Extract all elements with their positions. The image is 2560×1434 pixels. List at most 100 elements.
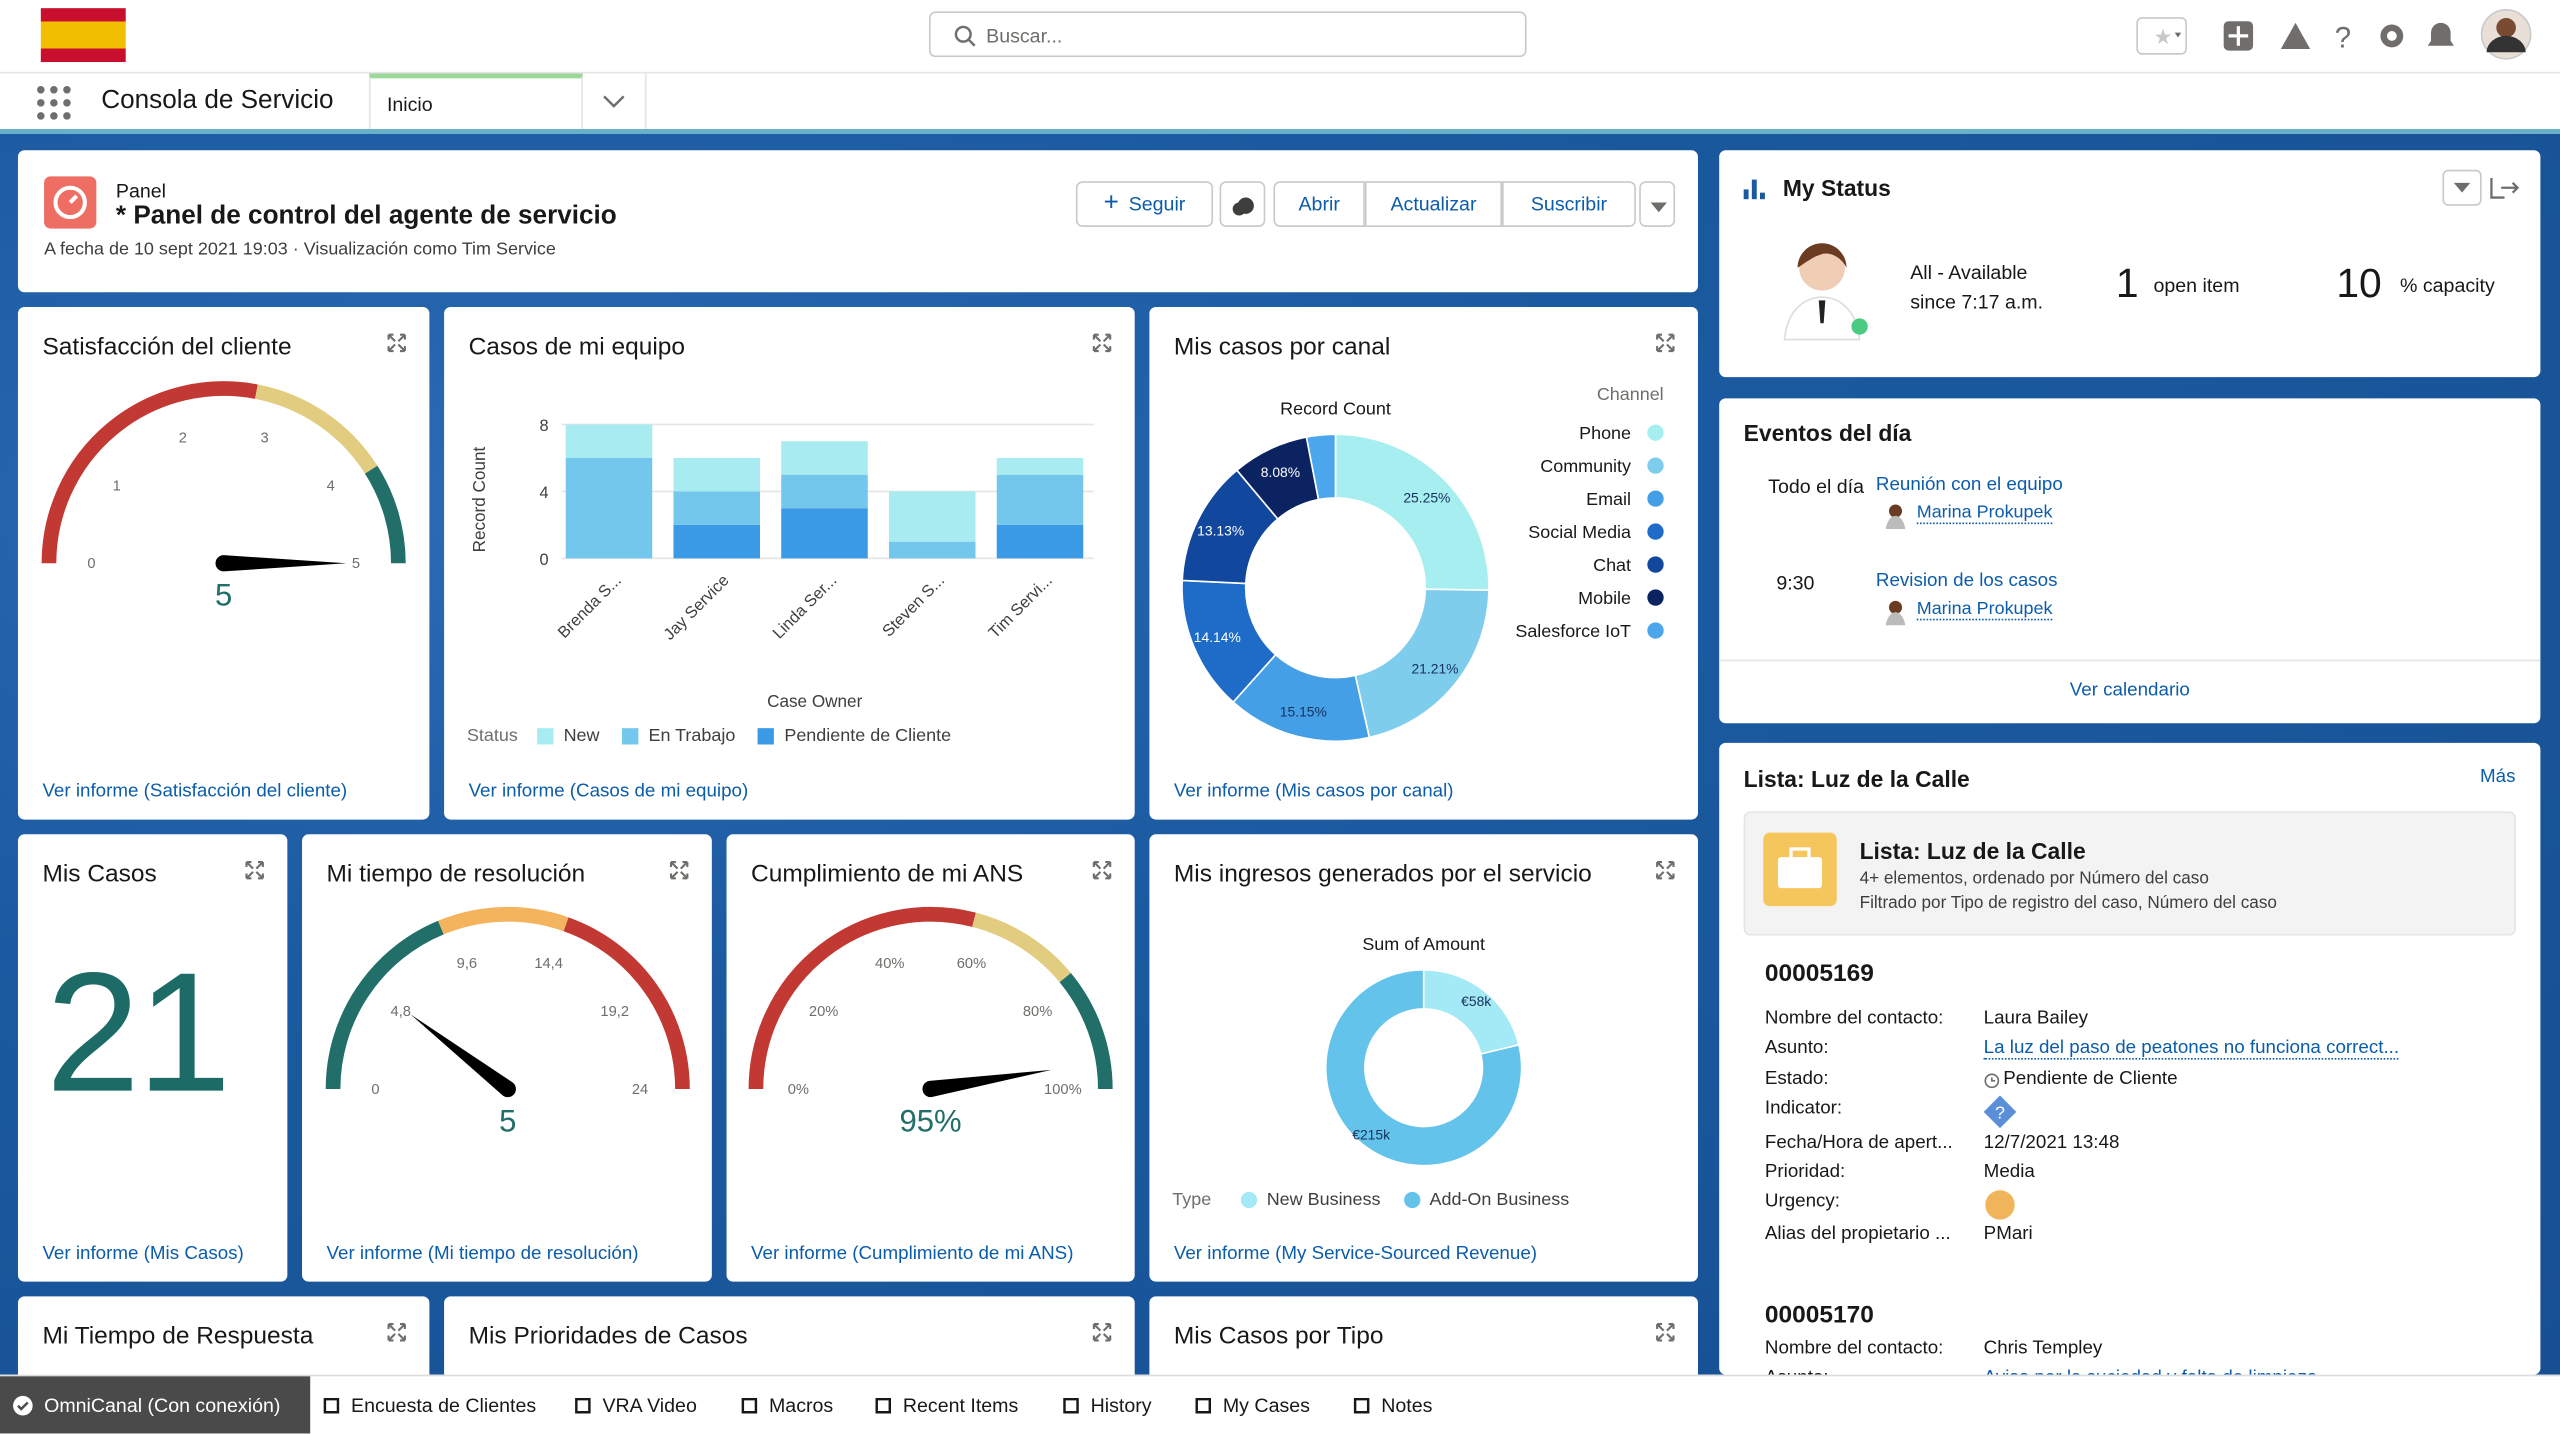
widget-title: Mi tiempo de resolución <box>326 860 586 889</box>
expand-arrows <box>669 860 689 880</box>
menu-button[interactable] <box>1639 181 1676 227</box>
utility-item[interactable]: Notes <box>1349 1376 1433 1433</box>
bar-segment <box>996 457 1084 475</box>
glyph <box>323 1397 340 1414</box>
utility-label: Notes <box>1381 1393 1433 1417</box>
bar-segment <box>781 474 868 509</box>
search-box[interactable]: Buscar... <box>928 11 1527 58</box>
utility-item[interactable]: Macros <box>736 1376 833 1433</box>
utility-item[interactable]: My Cases <box>1190 1376 1310 1433</box>
legend-label: En Trabajo <box>648 726 736 747</box>
metric-value: 21 <box>45 938 232 1129</box>
chart-label: Record Count <box>1280 399 1391 419</box>
chart-label: Sum of Amount <box>1362 934 1485 954</box>
field-value[interactable]: La luz del paso de peatones no funciona … <box>1983 1038 2400 1060</box>
action-button[interactable]: + Seguir <box>1075 181 1214 227</box>
bar-chart: 0 4 8 Record Count Brenda S... Jay Service Lin… <box>469 417 1094 711</box>
event-subject[interactable]: Revision de los casos <box>1875 571 2058 592</box>
app-launcher[interactable] <box>36 85 72 121</box>
gauge: 0 1 2 3 4 5 5 <box>41 381 406 613</box>
event-subject[interactable]: Reunión con el equipo <box>1875 475 2063 495</box>
calendar-link[interactable]: Ver calendario <box>2069 680 2190 701</box>
record-number[interactable]: 00005169 <box>1764 959 1874 988</box>
glyph <box>741 1397 758 1414</box>
owner-avatar <box>1885 600 1906 626</box>
b <box>1885 612 1906 626</box>
bar-segment <box>565 424 653 458</box>
tie <box>1818 300 1826 324</box>
nav-bar: Consola de Servicio Inicio <box>0 71 2560 133</box>
utility-icon <box>13 1395 33 1416</box>
handle <box>1789 847 1811 861</box>
widget-title: Mis Casos <box>42 860 157 889</box>
donut-label: 13.13% <box>1197 523 1244 539</box>
event-owner[interactable]: Marina Prokupek <box>1916 599 2053 621</box>
utility-item[interactable]: Encuesta de Clientes <box>318 1376 536 1433</box>
utility-icon <box>741 1397 758 1414</box>
icon-button[interactable] <box>1219 181 1266 227</box>
gauge-tick-label: 4,8 <box>391 1004 411 1020</box>
report-link[interactable]: Ver informe (Satisfacción del cliente) <box>42 782 348 802</box>
bar-segment <box>888 491 976 542</box>
tab-menu[interactable] <box>583 73 647 133</box>
gauge-tick-label: 3 <box>260 430 268 446</box>
report-link[interactable]: Ver informe (Mis casos por canal) <box>1173 782 1454 802</box>
button-label: Suscribir <box>1530 192 1608 216</box>
donut-slice <box>1422 968 1520 1056</box>
utility-item[interactable]: Recent Items <box>870 1376 1018 1433</box>
gauge-band <box>41 381 258 564</box>
search-placeholder: Buscar... <box>986 24 1063 48</box>
action-button[interactable]: Abrir <box>1273 181 1365 227</box>
utility-item[interactable]: History <box>1058 1376 1152 1433</box>
status-buttons <box>2442 169 2520 206</box>
i <box>1759 192 1765 200</box>
legend: Type New Business Add-On Business <box>1172 1190 1582 1210</box>
header-icons[interactable]: ★ ? <box>2131 7 2555 66</box>
report-link[interactable]: Ver informe (Casos de mi equipo) <box>468 782 749 802</box>
gauge-tick-label: 60% <box>957 956 986 972</box>
status-title: My Status <box>1782 174 1891 201</box>
event-time: 9:30 <box>1776 571 1815 595</box>
action-button[interactable]: Actualizar <box>1364 181 1503 227</box>
events-title: Eventos del día <box>1743 419 1912 446</box>
gauge-tick-label: 19,2 <box>600 1004 629 1020</box>
legend-dot <box>1647 490 1664 507</box>
utility-label: History <box>1090 1393 1152 1417</box>
more-link[interactable]: Más <box>2480 767 2516 787</box>
report-link[interactable]: Ver informe (Mi tiempo de resolución) <box>326 1244 639 1264</box>
utility-item[interactable]: VRA Video <box>570 1376 697 1433</box>
utility-icon <box>323 1397 340 1414</box>
comment-icon <box>1232 197 1254 216</box>
utility-item[interactable]: OmniCanal (Con conexión) <box>0 1376 311 1434</box>
tab[interactable]: Inicio <box>368 73 583 133</box>
x-tick-label: Brenda S... <box>554 571 624 641</box>
widget-my-cases: Mis Casos Ver informe (Mis Casos) 21 <box>17 834 288 1282</box>
report-link[interactable]: Ver informe (Cumplimiento de mi ANS) <box>751 1244 1074 1264</box>
bar-segment <box>996 474 1084 525</box>
field-value[interactable]: Aviso por la suciedad y falta de limpiez… <box>1984 1368 2318 1375</box>
expand-icon <box>1092 860 1112 880</box>
report-link[interactable]: Ver informe (My Service-Sourced Revenue) <box>1173 1244 1538 1264</box>
field-icon: ? <box>1983 1095 2017 1129</box>
utility-icon <box>875 1397 892 1414</box>
donut-label: 8.08% <box>1261 464 1300 480</box>
x-tick-label: Jay Service <box>660 571 732 643</box>
legend-dot <box>1647 622 1664 639</box>
search-icon <box>954 25 976 47</box>
field-icon <box>1985 1190 2015 1220</box>
case <box>1777 857 1823 889</box>
record-number[interactable]: 00005170 <box>1764 1301 1874 1329</box>
utility-label: OmniCanal (Con conexión) <box>44 1393 281 1417</box>
plus-icon: + <box>1103 189 1119 218</box>
utility-icon <box>575 1397 591 1414</box>
b <box>2453 182 2471 193</box>
legend-label: Community <box>1540 456 1631 476</box>
report-link[interactable]: Ver informe (Mis Casos) <box>42 1244 244 1264</box>
legend-dot <box>1647 457 1664 474</box>
status-since: since 7:17 a.m. <box>1910 290 2044 314</box>
f <box>1888 600 1903 614</box>
action-button[interactable]: Suscribir <box>1502 181 1636 227</box>
event-owner[interactable]: Marina Prokupek <box>1916 502 2053 525</box>
